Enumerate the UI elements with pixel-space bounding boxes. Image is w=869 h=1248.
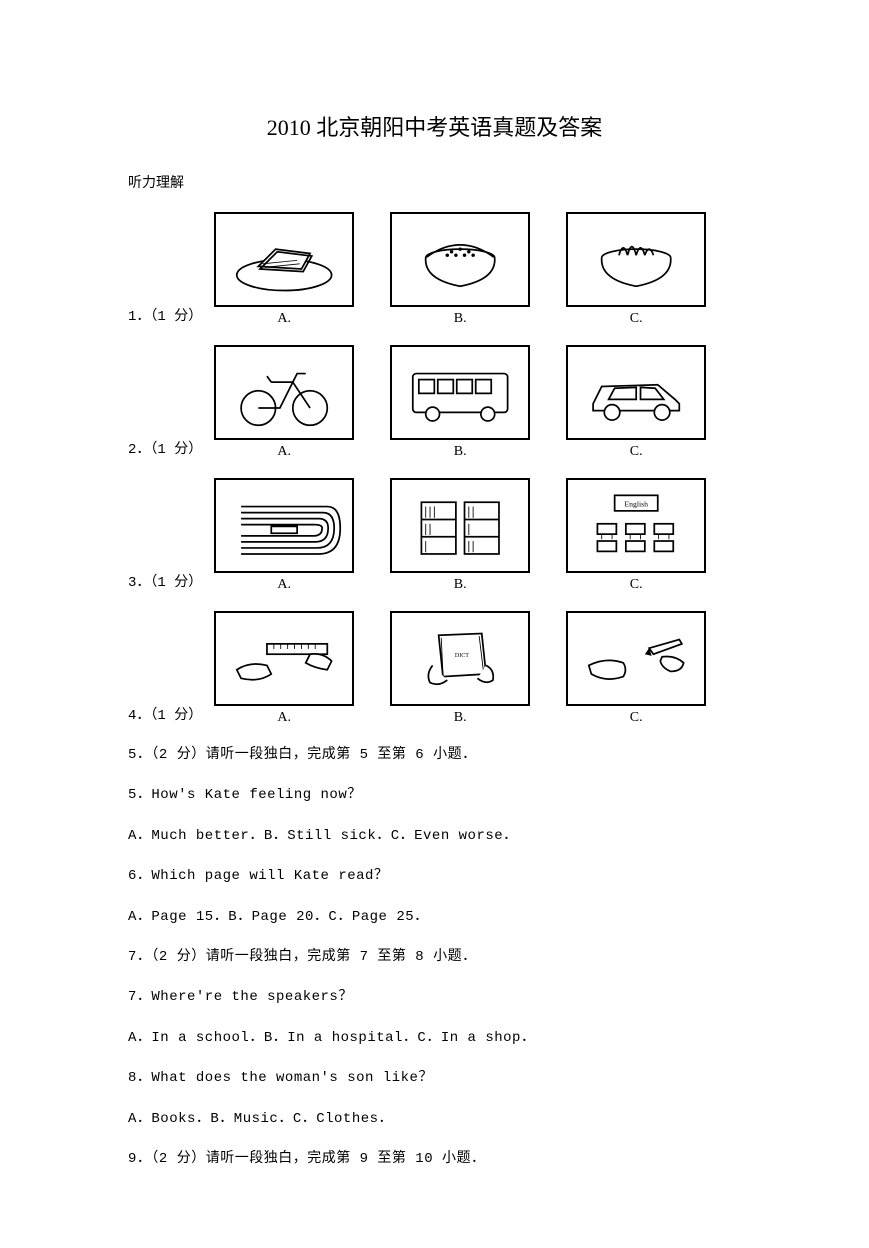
text-questions: 5．（2 分）请听一段独白，完成第 5 至第 6 小题． 5．How's Kate… [128,744,741,1170]
text-line: 8．What does the woman's son like？ [128,1067,741,1089]
option: A. [214,611,354,726]
options-container: A. B. C. [210,345,741,460]
text-line: A．Much better．B．Still sick．C．Even worse． [128,825,741,847]
option-letter: C. [630,444,643,460]
bicycle-icon [214,345,354,440]
bookshelves-icon [390,478,530,573]
page-title: 2010 北京朝阳中考英语真题及答案 [128,110,741,142]
question-label: 1．（1 分） [128,305,202,327]
option: English C. [566,478,706,593]
book-hand-icon: DICT [390,611,530,706]
option: B. [390,212,530,327]
stadium-track-icon [214,478,354,573]
svg-text:English: English [624,499,648,508]
option: A. [214,345,354,460]
option-letter: A. [277,577,291,593]
picture-questions: 1．（1 分） A. B. C. 2．（1 分） A. B. C. 3．（1 分） A. B. Eng… [128,212,741,726]
option-letter: B. [454,311,467,327]
option-letter: A. [277,444,291,460]
option-letter: C. [630,577,643,593]
question-label: 3．（1 分） [128,571,202,593]
question-row: 3．（1 分） A. B. English C. [128,478,741,593]
text-line: A．Page 15．B．Page 20．C．Page 25． [128,906,741,928]
question-row: 2．（1 分） A. B. C. [128,345,741,460]
option: DICT B. [390,611,530,726]
text-line: 7．Where're the speakers？ [128,986,741,1008]
option: C. [566,611,706,726]
options-container: A. B. C. [210,212,741,327]
car-icon [566,345,706,440]
option: C. [566,212,706,327]
option: A. [214,212,354,327]
question-row: 1．（1 分） A. B. C. [128,212,741,327]
option-letter: B. [454,577,467,593]
option-letter: B. [454,710,467,726]
pen-hand-icon [566,611,706,706]
option-letter: A. [277,311,291,327]
text-line: A．In a school．B．In a hospital．C．In a sho… [128,1027,741,1049]
noodle-bowl-icon [566,212,706,307]
section-header: 听力理解 [128,172,741,192]
question-label: 2．（1 分） [128,438,202,460]
question-label: 4．（1 分） [128,704,202,726]
text-line: 6．Which page will Kate read？ [128,865,741,887]
option-letter: C. [630,311,643,327]
text-line: A．Books．B．Music．C．Clothes． [128,1108,741,1130]
option: B. [390,345,530,460]
rice-bowl-icon [390,212,530,307]
svg-text:DICT: DICT [455,652,469,658]
option: C. [566,345,706,460]
option: A. [214,478,354,593]
text-line: 7．（2 分）请听一段独白，完成第 7 至第 8 小题． [128,946,741,968]
ruler-hand-icon [214,611,354,706]
question-row: 4．（1 分） A. DICT B. C. [128,611,741,726]
classroom-icon: English [566,478,706,573]
text-line: 9．（2 分）请听一段独白，完成第 9 至第 10 小题． [128,1148,741,1170]
option-letter: A. [277,710,291,726]
options-container: A. DICT B. C. [210,611,741,726]
options-container: A. B. English C. [210,478,741,593]
option: B. [390,478,530,593]
text-line: 5．（2 分）请听一段独白，完成第 5 至第 6 小题． [128,744,741,766]
bus-icon [390,345,530,440]
option-letter: B. [454,444,467,460]
text-line: 5．How's Kate feeling now？ [128,784,741,806]
sandwich-plate-icon [214,212,354,307]
option-letter: C. [630,710,643,726]
